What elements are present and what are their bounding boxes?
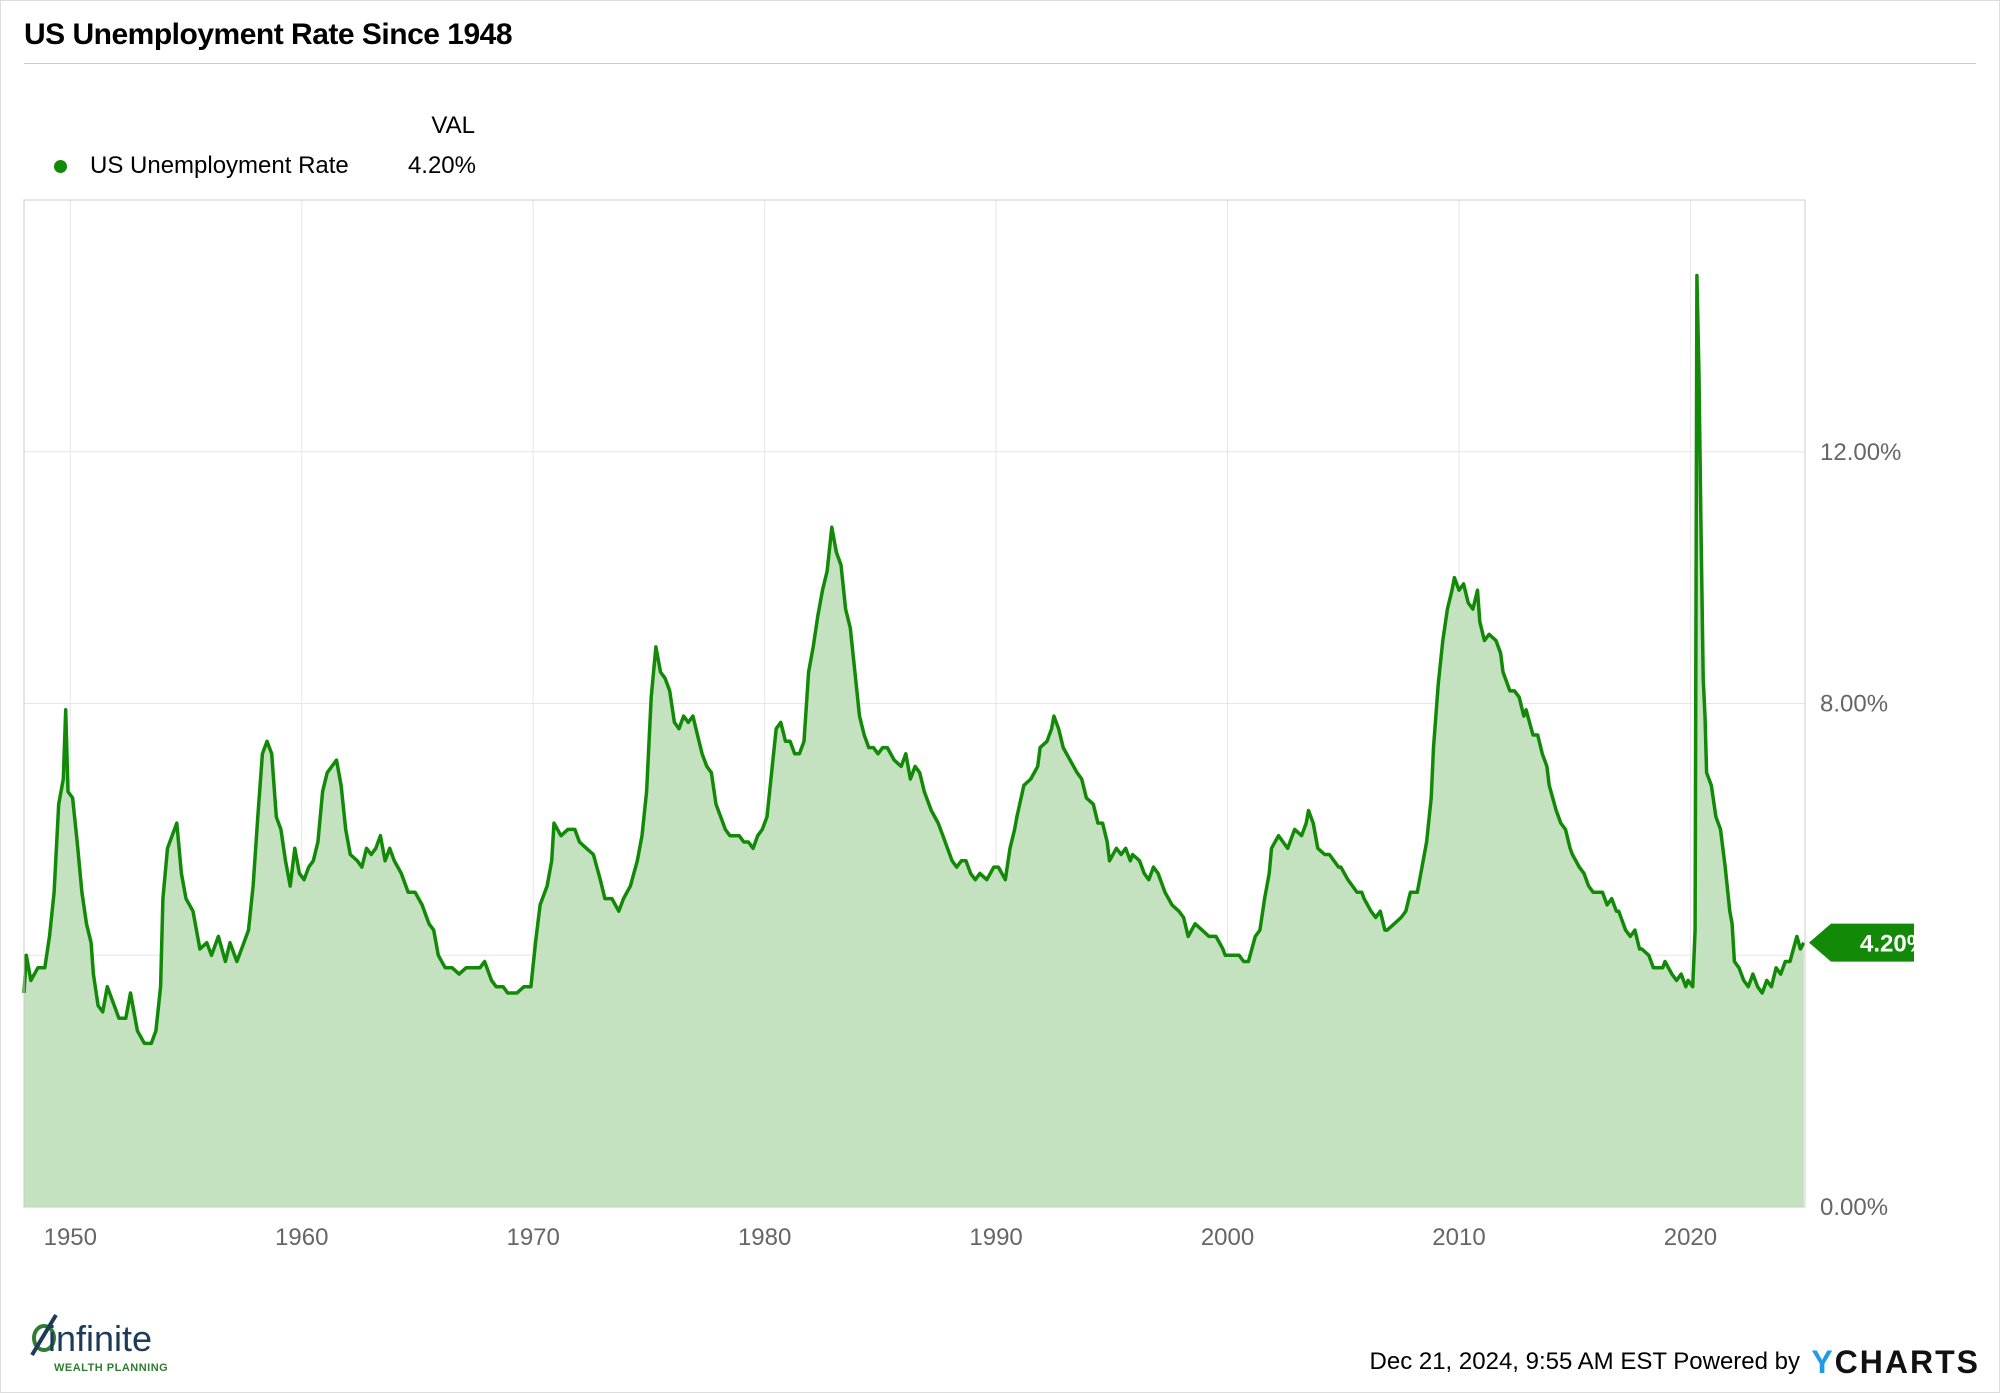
x-tick-label: 1950 (44, 1224, 97, 1251)
legend-series-dot-icon (54, 160, 67, 173)
chart-title: US Unemployment Rate Since 1948 (24, 18, 513, 51)
legend-series-value: 4.20% (407, 152, 476, 179)
x-tick-label: 1960 (275, 1224, 328, 1251)
series-area (24, 275, 1804, 1207)
x-axis: 1950 1960 1970 1980 1990 2000 2010 2020 (44, 1224, 1718, 1251)
x-tick-label: 2000 (1201, 1224, 1254, 1251)
x-tick-label: 1970 (506, 1224, 559, 1251)
brand-name: infinite (48, 1318, 153, 1359)
infinite-wealth-logo-icon (30, 1313, 58, 1357)
plot-border (23, 199, 1806, 1208)
x-tick-label: 1980 (738, 1224, 791, 1251)
x-tick-label: 2010 (1432, 1224, 1485, 1251)
footer-timestamp: Dec 21, 2024, 9:55 AM EST Powered by (1369, 1348, 1800, 1375)
y-tick-label: 0.00% (1820, 1194, 1888, 1221)
legend-value-header: VAL (431, 112, 475, 139)
ycharts-wordmark: CHARTS (1834, 1344, 1980, 1380)
current-value-badge-shape (1809, 923, 1914, 962)
x-tick-label: 1990 (969, 1224, 1022, 1251)
ycharts-logo[interactable]: YCHARTS (1811, 1344, 1980, 1381)
current-value-badge-text: 4.20% (1860, 931, 1928, 958)
series-line (22, 273, 1806, 1046)
y-tick-label: 12.00% (1820, 439, 1901, 466)
ycharts-y-icon: Y (1811, 1344, 1835, 1380)
current-value-badge: 4.20% (1809, 923, 1928, 962)
brand-subtitle: WEALTH PLANNING (54, 1362, 169, 1374)
x-tick-label: 2020 (1664, 1224, 1717, 1251)
legend-series-label[interactable]: US Unemployment Rate (90, 152, 349, 179)
y-tick-label: 8.00% (1820, 691, 1888, 718)
title-divider (24, 63, 1976, 64)
y-axis: 0.00% 8.00% 12.00% (1820, 439, 1901, 1221)
chart-svg: 0.00% 8.00% 12.00% 1950 1960 1970 1980 1990 200… (22, 199, 1928, 1251)
